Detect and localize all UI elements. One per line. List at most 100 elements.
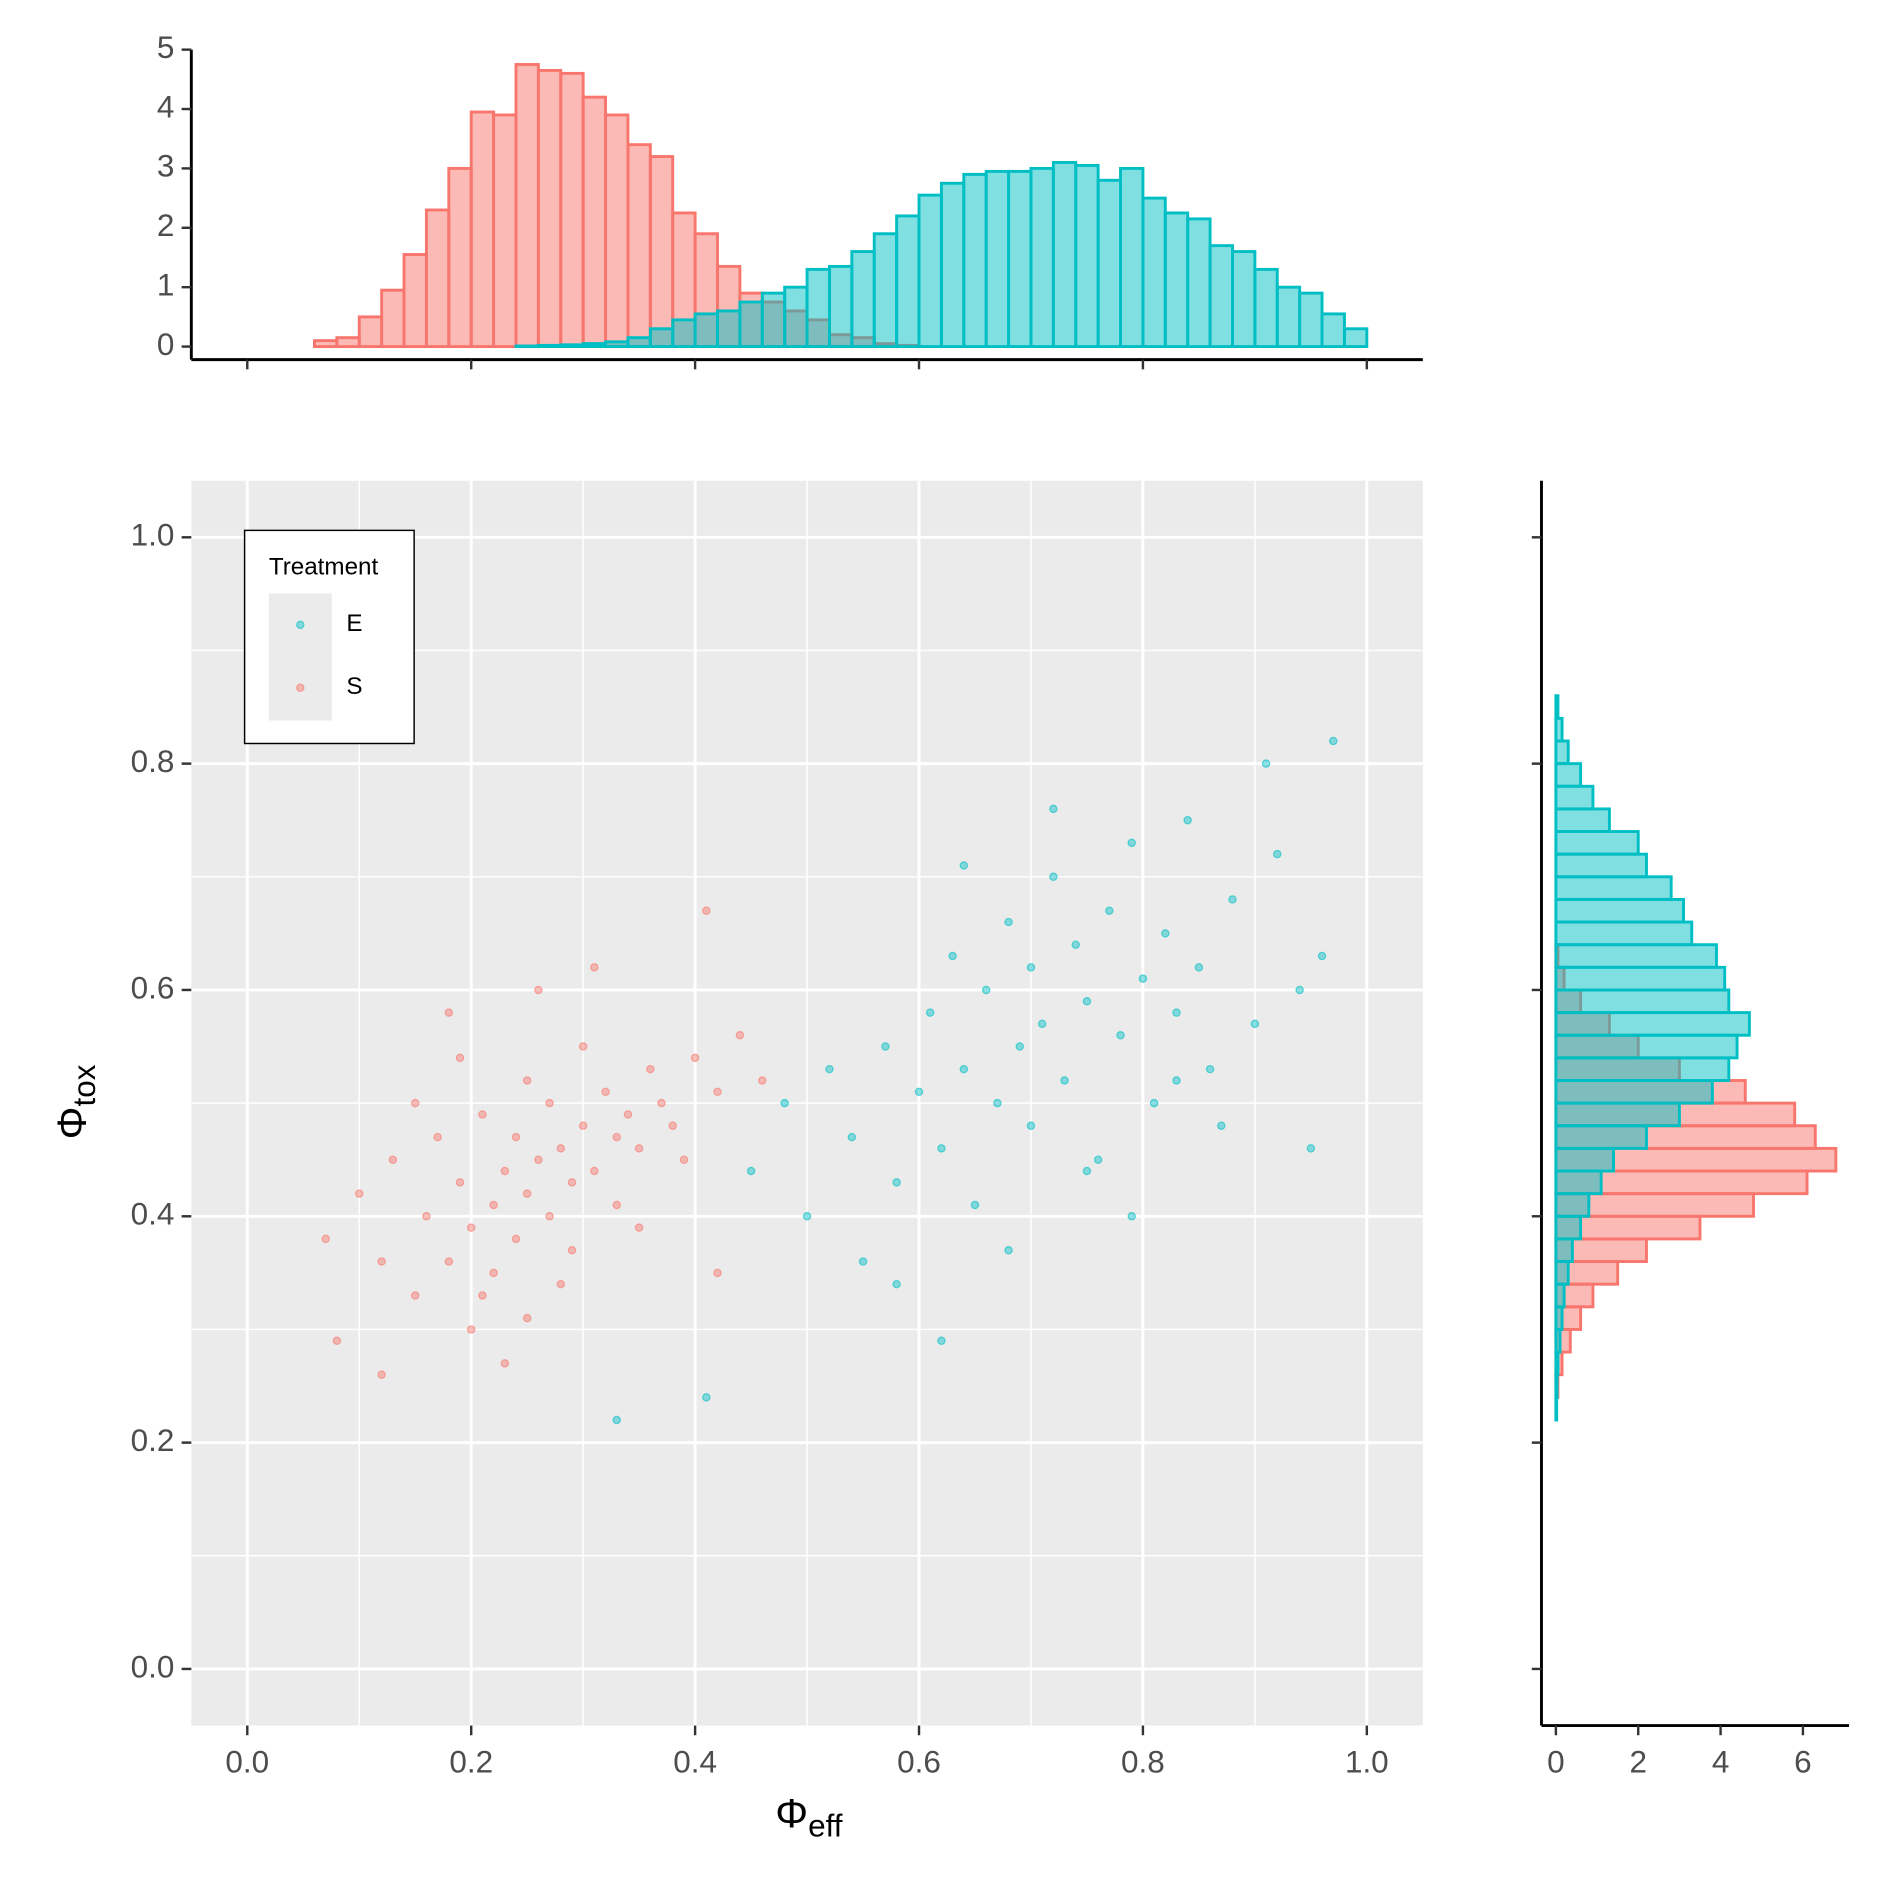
y-tick-label: 1.0 bbox=[131, 518, 175, 553]
histogram-bar bbox=[1554, 1350, 1560, 1377]
point bbox=[422, 1212, 431, 1221]
point bbox=[690, 1053, 700, 1063]
point bbox=[1261, 759, 1271, 768]
histogram-bar bbox=[1554, 1056, 1731, 1082]
legend-label: S bbox=[346, 673, 362, 700]
histogram-bar bbox=[1554, 1305, 1564, 1331]
x-axis-title: Φeff bbox=[775, 1790, 843, 1844]
point bbox=[914, 1087, 924, 1097]
axis-subscript: tox bbox=[67, 1064, 102, 1106]
point bbox=[1037, 1019, 1047, 1029]
histogram-bar bbox=[1186, 217, 1212, 349]
x-tick-label: 0.0 bbox=[225, 1745, 269, 1780]
axis-symbol: Φ bbox=[775, 1790, 808, 1836]
histogram-bar bbox=[626, 336, 652, 349]
histogram-bar bbox=[648, 327, 675, 349]
histogram-bar bbox=[1342, 327, 1369, 349]
histogram-bar bbox=[1119, 166, 1145, 349]
histogram-bar bbox=[1029, 166, 1055, 349]
histogram-bar bbox=[1231, 250, 1257, 349]
histogram-bar bbox=[895, 214, 921, 349]
point bbox=[746, 1166, 756, 1176]
histogram-bar bbox=[760, 291, 787, 349]
point bbox=[601, 1087, 610, 1097]
point bbox=[1194, 963, 1204, 972]
legend-key-bg bbox=[268, 593, 332, 721]
legend-label: E bbox=[346, 610, 362, 637]
x-tick-label: 2 bbox=[1629, 1745, 1647, 1780]
point bbox=[623, 1110, 633, 1119]
point bbox=[511, 1234, 521, 1244]
point bbox=[1183, 815, 1192, 825]
histogram-bar bbox=[1275, 285, 1302, 349]
histogram-bar bbox=[1554, 694, 1560, 720]
histogram-bar bbox=[1074, 163, 1100, 349]
point bbox=[466, 1325, 476, 1334]
histogram-bar bbox=[939, 181, 966, 349]
histogram-bar bbox=[1554, 1033, 1739, 1060]
point bbox=[679, 1155, 689, 1164]
point bbox=[455, 1178, 465, 1187]
point bbox=[646, 1064, 655, 1074]
histogram-bar bbox=[1554, 762, 1583, 788]
histogram-bar bbox=[514, 344, 540, 349]
point bbox=[1105, 906, 1114, 915]
histogram-bar bbox=[1051, 161, 1078, 349]
histogram-bar bbox=[783, 285, 809, 349]
point bbox=[1205, 1064, 1215, 1074]
histogram-bar bbox=[828, 264, 854, 349]
point bbox=[1161, 929, 1170, 938]
point bbox=[1317, 951, 1327, 961]
point bbox=[1127, 1212, 1136, 1221]
y-axis-title: Φtox bbox=[49, 1064, 103, 1139]
point bbox=[489, 1268, 498, 1278]
axis-symbol: Φ bbox=[49, 1106, 95, 1139]
histogram-bar bbox=[1141, 196, 1167, 349]
x-tick-label: 0.4 bbox=[673, 1745, 717, 1780]
y-tick-label: 3 bbox=[157, 149, 175, 184]
point bbox=[534, 985, 543, 995]
histogram-bar bbox=[313, 339, 339, 349]
point bbox=[713, 1268, 722, 1278]
point-group bbox=[321, 906, 767, 1379]
histogram-bar bbox=[581, 95, 608, 349]
point bbox=[1082, 997, 1092, 1006]
x-tick-label: 4 bbox=[1712, 1745, 1730, 1780]
point bbox=[1228, 895, 1237, 904]
histogram-bar bbox=[1298, 291, 1324, 349]
point bbox=[1049, 872, 1058, 882]
point bbox=[657, 1098, 666, 1108]
point bbox=[1004, 1246, 1013, 1255]
point bbox=[511, 1132, 521, 1142]
histogram-bar bbox=[872, 232, 899, 349]
histogram-bar bbox=[1554, 830, 1640, 856]
histogram-bar bbox=[1554, 1011, 1751, 1037]
point bbox=[634, 1144, 644, 1153]
point bbox=[321, 1234, 330, 1244]
histogram-bar bbox=[559, 343, 585, 349]
point bbox=[892, 1279, 901, 1289]
point bbox=[1306, 1144, 1316, 1153]
histogram-bar bbox=[1554, 739, 1570, 766]
point bbox=[981, 985, 991, 995]
point bbox=[881, 1042, 890, 1051]
point bbox=[1329, 736, 1338, 746]
point bbox=[612, 1415, 621, 1425]
point bbox=[1026, 1121, 1036, 1130]
point bbox=[1273, 849, 1282, 859]
histogram-bar bbox=[1253, 267, 1279, 349]
point bbox=[937, 1144, 946, 1153]
histogram-bar bbox=[805, 267, 831, 349]
legend-title: Treatment bbox=[269, 553, 379, 580]
point bbox=[1295, 985, 1304, 995]
point bbox=[590, 1166, 599, 1176]
point bbox=[1217, 1121, 1226, 1130]
point bbox=[1015, 1042, 1025, 1051]
point bbox=[489, 1200, 498, 1210]
histogram-bar bbox=[604, 113, 630, 349]
point bbox=[545, 1098, 554, 1108]
histogram-bar bbox=[738, 300, 764, 349]
histogram-bar bbox=[1554, 897, 1685, 924]
histogram-bar bbox=[693, 312, 719, 349]
